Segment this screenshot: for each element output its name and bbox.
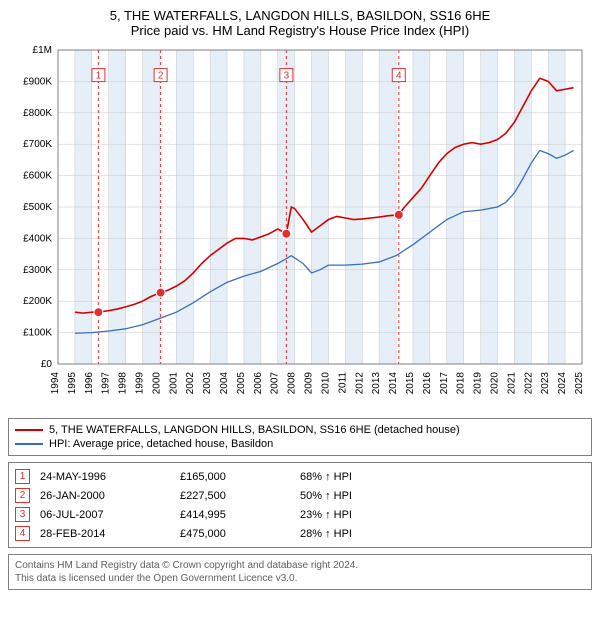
svg-text:2010: 2010 — [320, 372, 331, 395]
svg-text:1999: 1999 — [135, 372, 146, 395]
svg-text:2009: 2009 — [304, 372, 315, 395]
svg-text:£300K: £300K — [23, 265, 52, 276]
svg-text:£600K: £600K — [23, 171, 52, 182]
svg-text:2001: 2001 — [168, 372, 179, 395]
svg-text:£500K: £500K — [23, 202, 52, 213]
svg-text:2023: 2023 — [540, 372, 551, 395]
sale-marker: 2 — [15, 488, 30, 503]
sale-delta: 68% ↑ HPI — [300, 471, 352, 483]
svg-text:2012: 2012 — [354, 372, 365, 395]
svg-text:1996: 1996 — [84, 372, 95, 395]
svg-text:2021: 2021 — [506, 372, 517, 395]
sale-row: 3 06-JUL-2007 £414,995 23% ↑ HPI — [15, 505, 585, 524]
svg-text:2025: 2025 — [574, 372, 585, 395]
svg-text:2000: 2000 — [151, 372, 162, 395]
svg-text:2015: 2015 — [405, 372, 416, 395]
svg-text:3: 3 — [284, 71, 290, 82]
chart-container: £0 £100K £200K £300K £400K £500K £600K £700K £80… — [8, 42, 592, 412]
svg-text:£700K: £700K — [23, 139, 52, 150]
svg-text:1995: 1995 — [67, 372, 78, 395]
legend-swatch — [15, 429, 43, 431]
sale-delta: 23% ↑ HPI — [300, 509, 352, 521]
license-notice: Contains HM Land Registry data © Crown c… — [8, 554, 592, 590]
svg-text:2003: 2003 — [202, 372, 213, 395]
sale-price: £475,000 — [180, 528, 290, 540]
svg-text:£400K: £400K — [23, 233, 52, 244]
svg-text:2017: 2017 — [439, 372, 450, 395]
svg-text:£800K: £800K — [23, 108, 52, 119]
svg-text:2018: 2018 — [456, 372, 467, 395]
svg-text:£900K: £900K — [23, 76, 52, 87]
svg-text:4: 4 — [396, 71, 402, 82]
svg-text:2019: 2019 — [473, 372, 484, 395]
svg-text:2013: 2013 — [371, 372, 382, 395]
svg-text:2008: 2008 — [287, 372, 298, 395]
legend-label: HPI: Average price, detached house, Basi… — [49, 438, 273, 450]
sale-marker: 4 — [15, 526, 30, 541]
legend-swatch — [15, 443, 43, 445]
svg-text:2014: 2014 — [388, 372, 399, 395]
sale-delta: 50% ↑ HPI — [300, 490, 352, 502]
svg-text:2004: 2004 — [219, 372, 230, 395]
svg-text:1994: 1994 — [50, 372, 61, 395]
svg-text:1997: 1997 — [101, 372, 112, 395]
sale-date: 26-JAN-2000 — [40, 490, 170, 502]
svg-text:£100K: £100K — [23, 328, 52, 339]
svg-text:2007: 2007 — [270, 372, 281, 395]
sale-marker: 3 — [15, 507, 30, 522]
svg-text:2022: 2022 — [523, 372, 534, 395]
svg-text:2016: 2016 — [422, 372, 433, 395]
price-chart: £0 £100K £200K £300K £400K £500K £600K £700K £80… — [8, 42, 592, 412]
title-line-2: Price paid vs. HM Land Registry's House … — [8, 23, 592, 38]
legend-label: 5, THE WATERFALLS, LANGDON HILLS, BASILD… — [49, 424, 460, 436]
svg-text:2011: 2011 — [337, 372, 348, 394]
chart-title-block: 5, THE WATERFALLS, LANGDON HILLS, BASILD… — [8, 8, 592, 38]
sale-price: £414,995 — [180, 509, 290, 521]
license-line-2: This data is licensed under the Open Gov… — [15, 572, 585, 585]
sale-delta: 28% ↑ HPI — [300, 528, 352, 540]
legend-row: 5, THE WATERFALLS, LANGDON HILLS, BASILD… — [15, 423, 585, 437]
svg-text:1998: 1998 — [118, 372, 129, 395]
svg-text:2005: 2005 — [236, 372, 247, 395]
sale-date: 28-FEB-2014 — [40, 528, 170, 540]
sale-price: £227,500 — [180, 490, 290, 502]
svg-text:£200K: £200K — [23, 296, 52, 307]
svg-text:2006: 2006 — [253, 372, 264, 395]
svg-text:2002: 2002 — [185, 372, 196, 395]
sales-table: 1 24-MAY-1996 £165,000 68% ↑ HPI 2 26-JAN-200… — [8, 462, 592, 548]
license-line-1: Contains HM Land Registry data © Crown c… — [15, 559, 585, 572]
legend: 5, THE WATERFALLS, LANGDON HILLS, BASILD… — [8, 418, 592, 456]
sale-date: 06-JUL-2007 — [40, 509, 170, 521]
svg-text:2: 2 — [158, 71, 164, 82]
sale-row: 4 28-FEB-2014 £475,000 28% ↑ HPI — [15, 524, 585, 543]
sale-price: £165,000 — [180, 471, 290, 483]
svg-text:2020: 2020 — [489, 372, 500, 395]
legend-row: HPI: Average price, detached house, Basi… — [15, 437, 585, 451]
svg-text:£0: £0 — [41, 359, 53, 370]
sale-row: 1 24-MAY-1996 £165,000 68% ↑ HPI — [15, 467, 585, 486]
svg-text:2024: 2024 — [557, 372, 568, 395]
svg-text:1: 1 — [96, 71, 102, 82]
sale-date: 24-MAY-1996 — [40, 471, 170, 483]
sale-marker: 1 — [15, 469, 30, 484]
title-line-1: 5, THE WATERFALLS, LANGDON HILLS, BASILD… — [8, 8, 592, 23]
sale-row: 2 26-JAN-2000 £227,500 50% ↑ HPI — [15, 486, 585, 505]
svg-text:£1M: £1M — [33, 45, 52, 56]
